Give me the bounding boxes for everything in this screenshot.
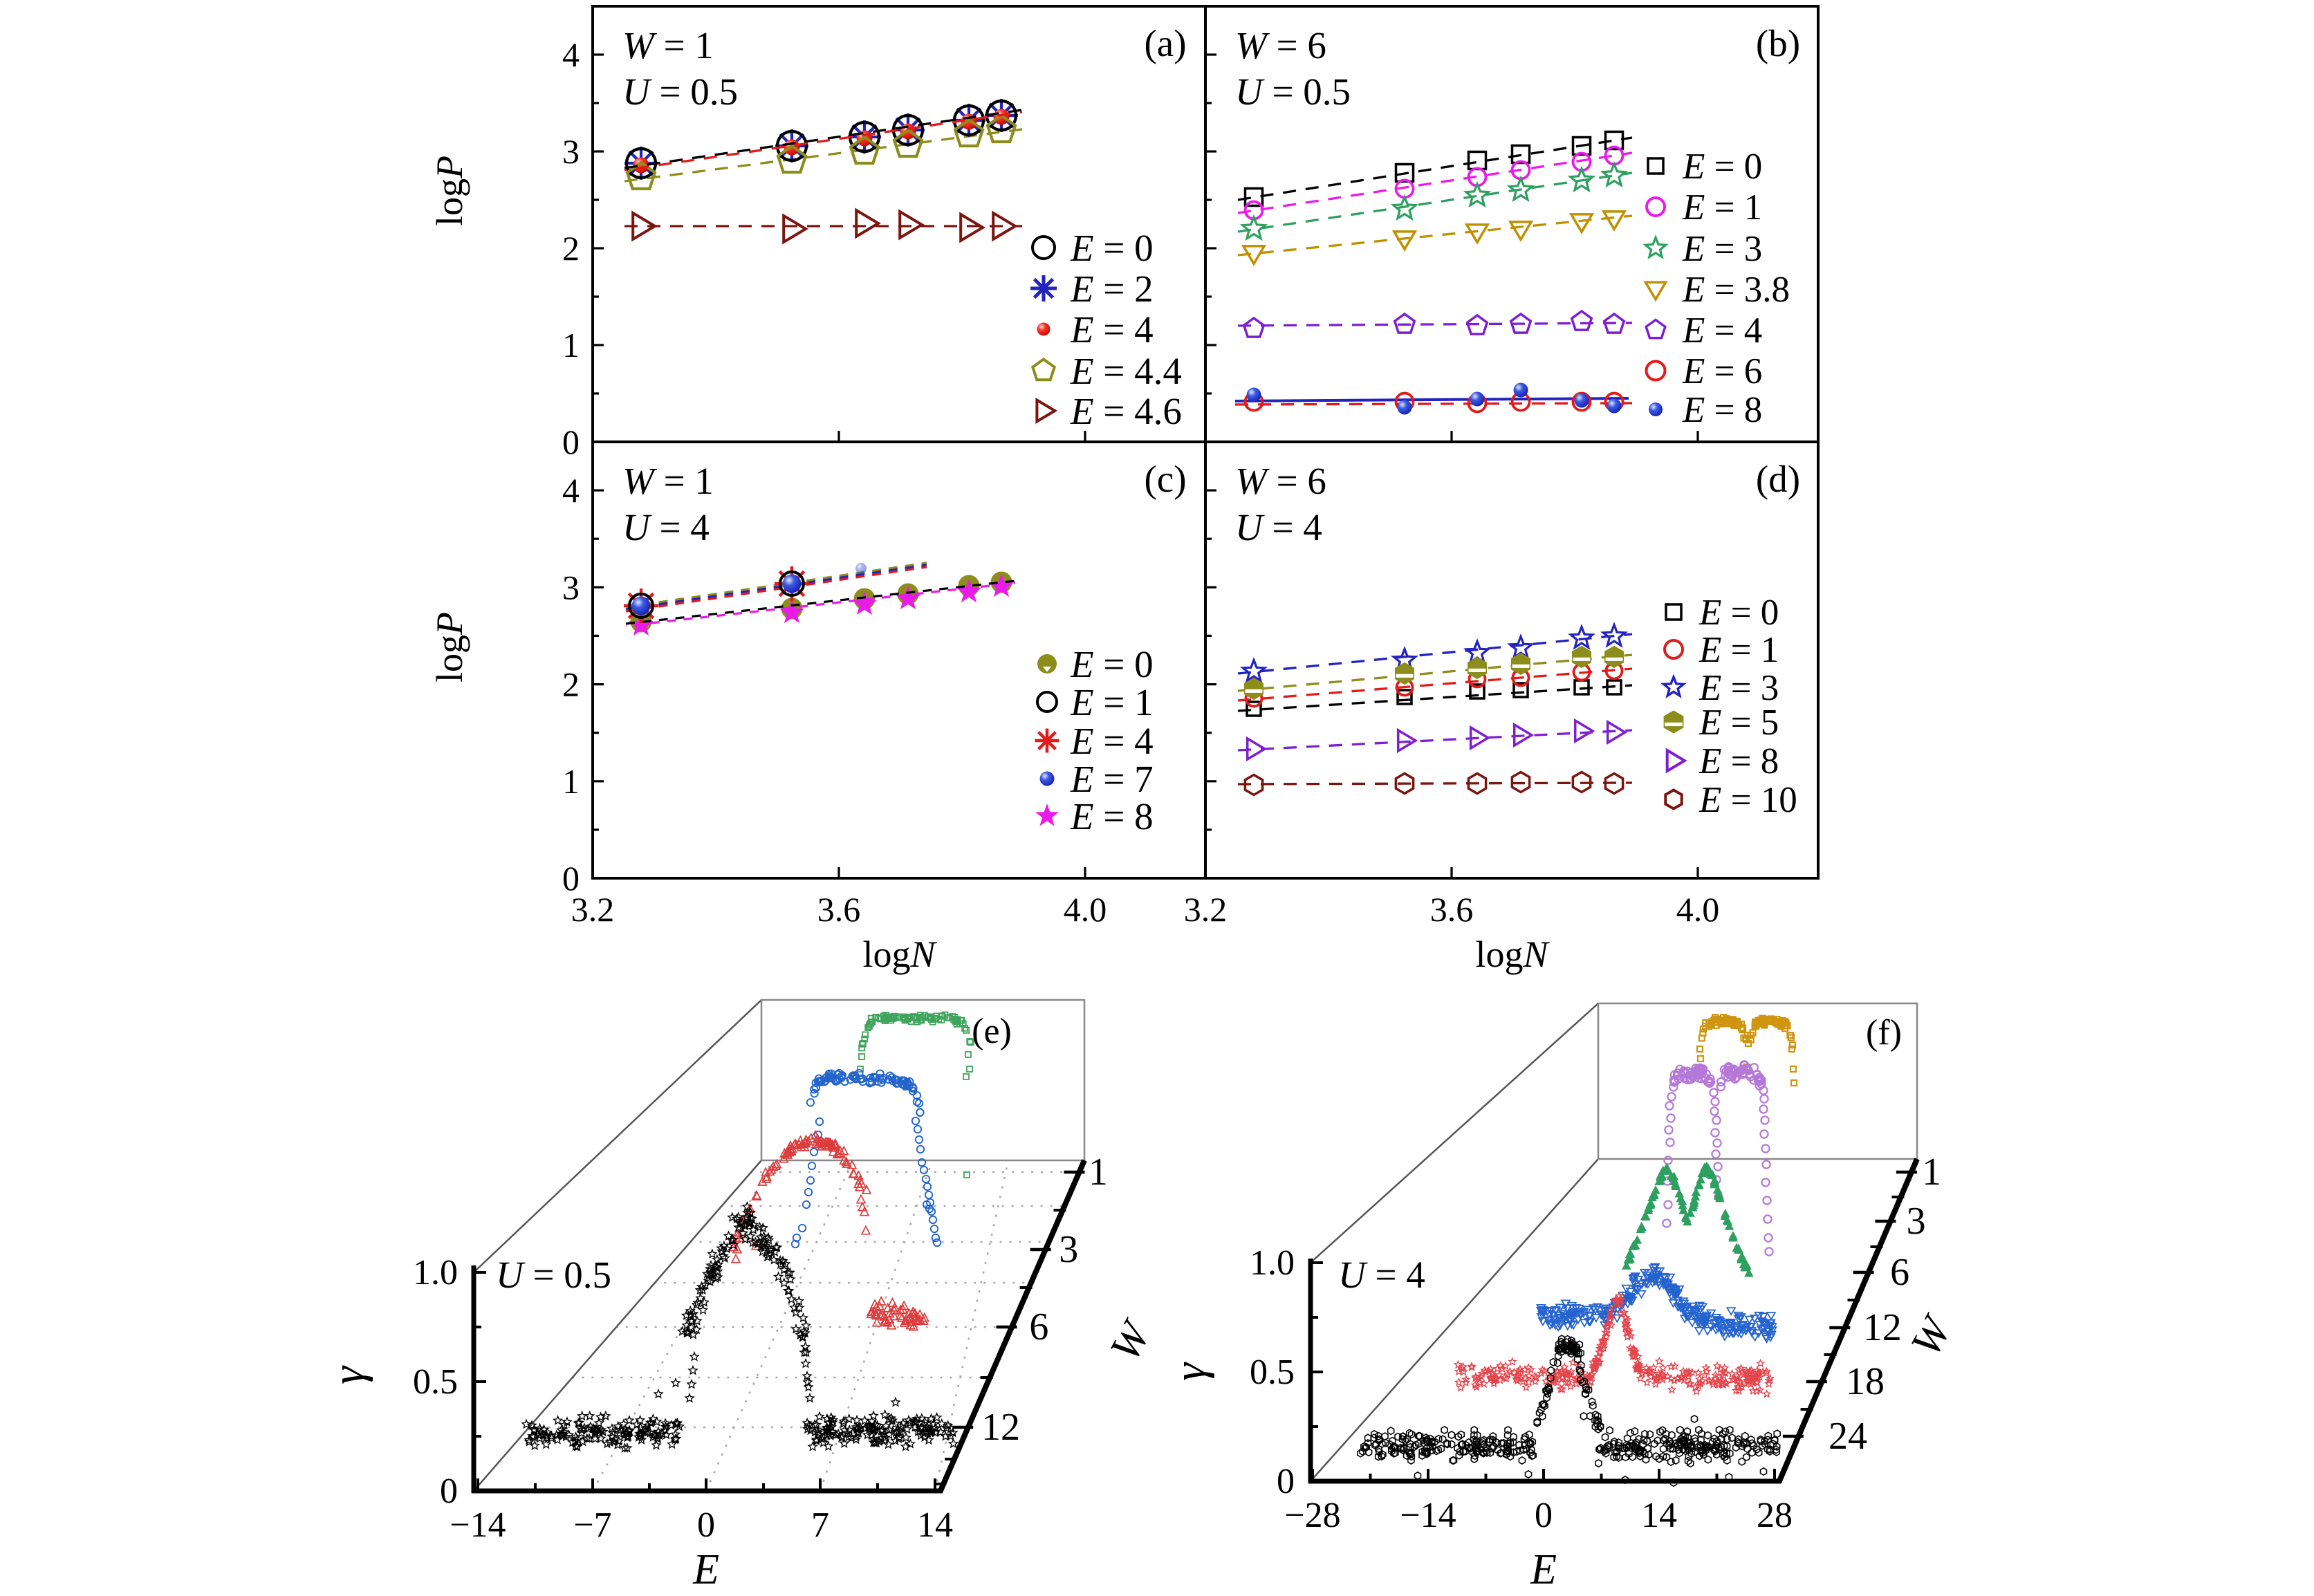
svg-text:12: 12	[981, 1406, 1020, 1449]
svg-text:0.5: 0.5	[413, 1362, 458, 1402]
svg-text:3: 3	[1907, 1200, 1926, 1243]
svg-text:−7: −7	[573, 1505, 611, 1545]
svg-text:28: 28	[1757, 1496, 1793, 1535]
svg-text:3: 3	[562, 568, 580, 606]
svg-text:(a): (a)	[1144, 22, 1186, 64]
svg-text:E = 10: E = 10	[1699, 780, 1797, 820]
svg-text:E = 1: E = 1	[1682, 187, 1762, 228]
svg-text:0.5: 0.5	[1250, 1353, 1295, 1392]
svg-text:U = 0.5: U = 0.5	[496, 1254, 611, 1296]
svg-text:0: 0	[562, 859, 580, 898]
svg-text:1: 1	[1922, 1151, 1941, 1194]
svg-text:E = 1: E = 1	[1070, 681, 1154, 723]
svg-text:U = 4: U = 4	[1235, 506, 1322, 548]
svg-text:W = 1: W = 1	[622, 460, 714, 502]
svg-text:E = 1: E = 1	[1699, 630, 1779, 670]
svg-text:E = 4.6: E = 4.6	[1070, 390, 1182, 432]
svg-text:4: 4	[562, 471, 580, 510]
svg-text:1: 1	[562, 762, 580, 801]
svg-text:3: 3	[562, 132, 580, 171]
svg-text:2: 2	[562, 229, 580, 268]
svg-text:0: 0	[1535, 1496, 1553, 1535]
svg-text:(e): (e)	[972, 1012, 1012, 1051]
svg-text:γ: γ	[1165, 1362, 1215, 1381]
svg-text:1.0: 1.0	[413, 1253, 458, 1292]
svg-text:E = 8: E = 8	[1070, 795, 1154, 837]
svg-text:E = 4.4: E = 4.4	[1070, 350, 1182, 392]
svg-text:E = 6: E = 6	[1682, 351, 1762, 391]
svg-text:1.0: 1.0	[1250, 1243, 1295, 1283]
svg-text:U = 4: U = 4	[1338, 1254, 1425, 1296]
svg-text:E = 3: E = 3	[1699, 668, 1779, 708]
svg-text:0: 0	[440, 1472, 458, 1511]
svg-text:18: 18	[1846, 1360, 1885, 1403]
svg-text:6: 6	[1890, 1251, 1909, 1294]
svg-text:12: 12	[1863, 1306, 1902, 1349]
svg-text:U = 0.5: U = 0.5	[1235, 71, 1351, 113]
svg-text:(f): (f)	[1866, 1013, 1902, 1052]
svg-text:−14: −14	[1400, 1496, 1456, 1535]
svg-text:4.0: 4.0	[1064, 890, 1107, 929]
svg-text:E: E	[692, 1546, 719, 1593]
svg-text:3.2: 3.2	[571, 890, 615, 929]
svg-text:0: 0	[1277, 1462, 1295, 1501]
svg-text:γ: γ	[323, 1365, 373, 1384]
svg-text:3.6: 3.6	[1430, 890, 1474, 929]
svg-text:(b): (b)	[1756, 22, 1800, 64]
svg-text:1: 1	[1089, 1151, 1108, 1194]
svg-text:3.6: 3.6	[817, 890, 861, 929]
svg-text:0: 0	[697, 1505, 715, 1545]
svg-text:E: E	[1530, 1546, 1557, 1593]
svg-text:E = 3.8: E = 3.8	[1682, 270, 1790, 310]
svg-text:6: 6	[1029, 1306, 1048, 1348]
svg-text:7: 7	[811, 1505, 829, 1545]
svg-text:0: 0	[562, 423, 580, 461]
svg-text:E = 8: E = 8	[1699, 741, 1779, 781]
svg-text:E = 5: E = 5	[1699, 703, 1779, 743]
svg-text:E = 4: E = 4	[1682, 310, 1762, 351]
svg-text:14: 14	[1641, 1496, 1677, 1535]
svg-text:U = 0.5: U = 0.5	[622, 71, 738, 113]
svg-text:E = 8: E = 8	[1682, 390, 1762, 430]
svg-text:logN: logN	[1475, 934, 1550, 975]
svg-text:4: 4	[562, 35, 580, 74]
svg-text:E = 0: E = 0	[1070, 643, 1154, 685]
svg-text:E = 4: E = 4	[1070, 308, 1154, 351]
svg-text:2: 2	[562, 665, 580, 704]
svg-text:logN: logN	[862, 934, 937, 975]
svg-text:logP: logP	[429, 612, 470, 683]
svg-text:3: 3	[1059, 1228, 1078, 1271]
svg-text:E = 7: E = 7	[1070, 758, 1154, 800]
svg-text:U = 4: U = 4	[622, 506, 710, 548]
svg-text:logP: logP	[429, 156, 470, 226]
svg-text:E = 3: E = 3	[1682, 229, 1762, 269]
svg-text:(c): (c)	[1144, 458, 1186, 500]
svg-text:24: 24	[1829, 1415, 1867, 1458]
svg-text:−28: −28	[1284, 1496, 1340, 1535]
svg-text:E = 0: E = 0	[1682, 147, 1762, 187]
svg-text:E = 0: E = 0	[1070, 227, 1154, 269]
svg-text:4.0: 4.0	[1676, 890, 1720, 929]
svg-text:W = 6: W = 6	[1235, 24, 1326, 66]
svg-text:14: 14	[917, 1505, 953, 1545]
svg-text:−14: −14	[450, 1505, 506, 1545]
svg-text:W = 1: W = 1	[622, 24, 714, 66]
svg-text:E = 4: E = 4	[1070, 720, 1154, 762]
svg-text:E = 0: E = 0	[1699, 593, 1779, 633]
svg-text:(d): (d)	[1756, 458, 1800, 500]
svg-text:E = 2: E = 2	[1070, 268, 1154, 310]
svg-text:1: 1	[562, 326, 580, 364]
svg-text:3.2: 3.2	[1184, 890, 1228, 929]
svg-text:W = 6: W = 6	[1235, 460, 1326, 502]
